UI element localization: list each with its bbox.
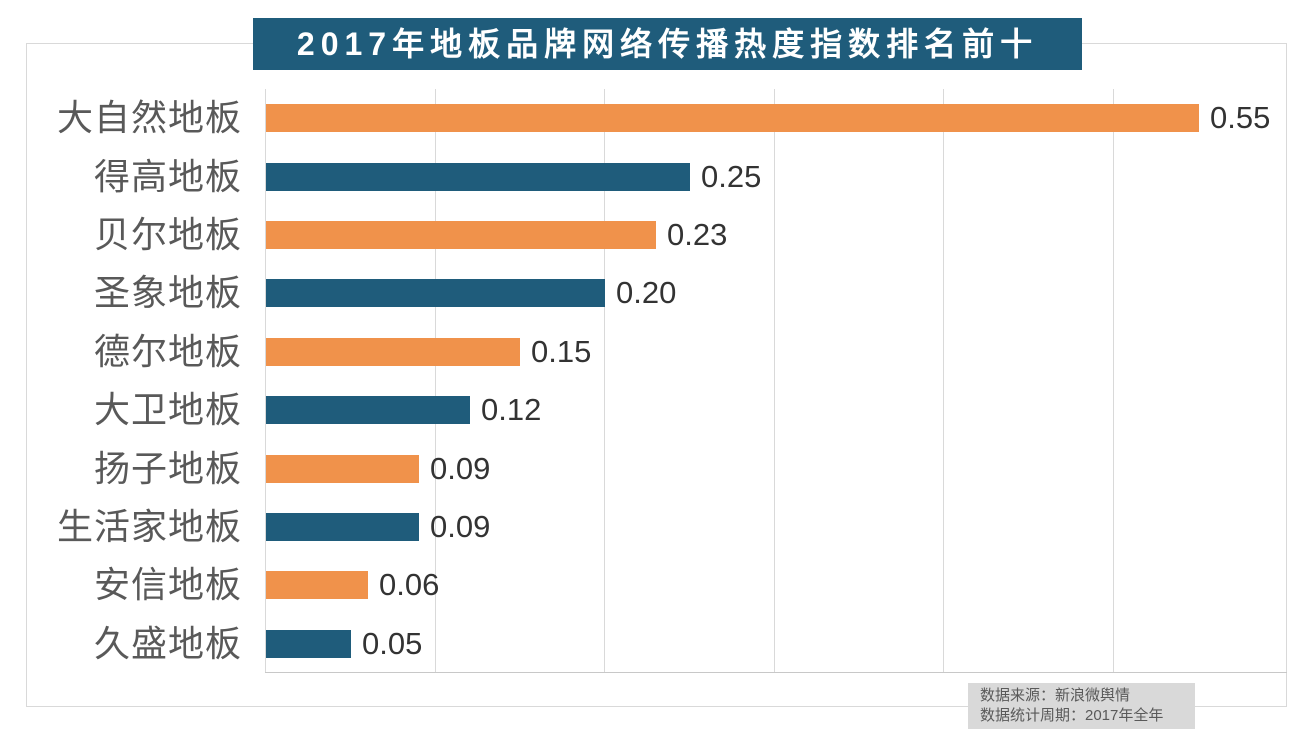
x-axis-line bbox=[265, 672, 1287, 673]
category-label: 德尔地板 bbox=[93, 331, 242, 372]
category-label: 贝尔地板 bbox=[93, 214, 242, 255]
value-label: 0.12 bbox=[481, 392, 542, 427]
value-label: 0.25 bbox=[701, 159, 762, 194]
bar bbox=[266, 396, 470, 424]
bar bbox=[266, 104, 1199, 132]
bar bbox=[266, 455, 419, 483]
category-label: 大卫地板 bbox=[93, 389, 242, 430]
category-label: 扬子地板 bbox=[93, 448, 242, 489]
footer-note: 数据来源：新浪微舆情 数据统计周期：2017年全年 bbox=[968, 683, 1195, 729]
value-label: 0.05 bbox=[362, 626, 423, 661]
bar bbox=[266, 513, 419, 541]
gridline bbox=[265, 89, 266, 673]
bar bbox=[266, 338, 520, 366]
category-label: 生活家地板 bbox=[56, 506, 242, 547]
category-label: 安信地板 bbox=[93, 564, 242, 605]
category-label: 得高地板 bbox=[93, 156, 242, 197]
bar bbox=[266, 221, 656, 249]
gridline bbox=[943, 89, 944, 673]
value-label: 0.20 bbox=[616, 275, 677, 310]
value-label: 0.09 bbox=[430, 509, 491, 544]
value-label: 0.09 bbox=[430, 451, 491, 486]
value-label: 0.15 bbox=[531, 334, 592, 369]
gridline bbox=[604, 89, 605, 673]
chart-title: 2017年地板品牌网络传播热度指数排名前十 bbox=[253, 18, 1082, 70]
gridline bbox=[774, 89, 775, 673]
gridline bbox=[435, 89, 436, 673]
bar bbox=[266, 571, 368, 599]
value-label: 0.06 bbox=[379, 567, 440, 602]
footer-line-source: 数据来源：新浪微舆情 bbox=[980, 687, 1131, 704]
chart-frame bbox=[26, 43, 1287, 707]
category-label: 久盛地板 bbox=[93, 623, 242, 664]
bar bbox=[266, 630, 351, 658]
category-label: 大自然地板 bbox=[56, 97, 242, 138]
bar bbox=[266, 163, 690, 191]
footer-line-period: 数据统计周期：2017年全年 bbox=[980, 707, 1164, 724]
value-label: 0.55 bbox=[1210, 100, 1271, 135]
value-label: 0.23 bbox=[667, 217, 728, 252]
bar bbox=[266, 279, 605, 307]
gridline bbox=[1113, 89, 1114, 673]
category-label: 圣象地板 bbox=[93, 272, 242, 313]
